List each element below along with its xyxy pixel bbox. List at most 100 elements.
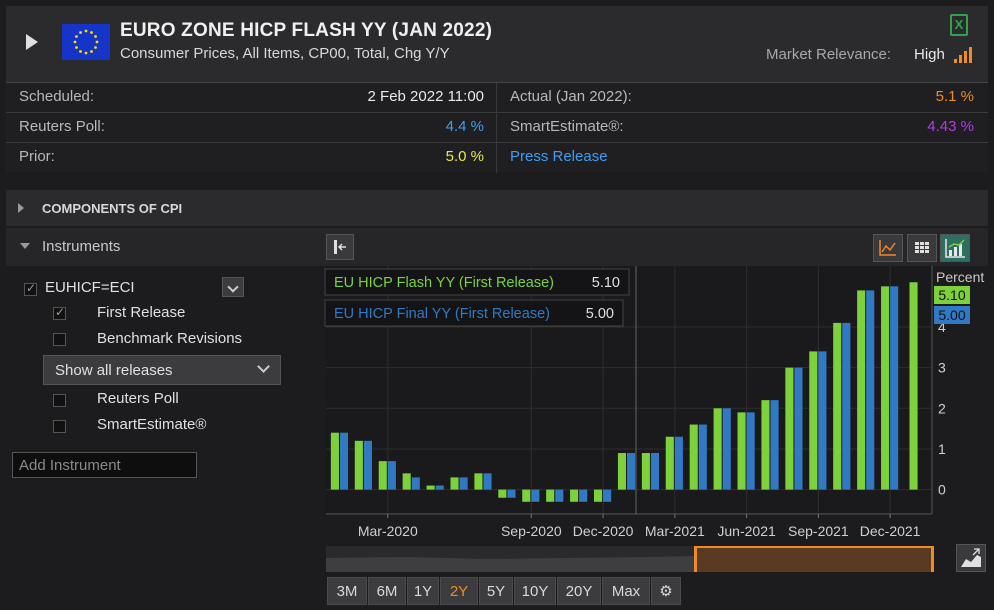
bar-first-release[interactable] <box>474 473 483 490</box>
bar-first-release[interactable] <box>713 408 722 490</box>
benchmark-revisions-checkbox[interactable] <box>53 333 66 346</box>
bar-final-release[interactable] <box>722 408 731 490</box>
bar-final-release[interactable] <box>818 351 827 490</box>
bar-first-release[interactable] <box>665 436 674 490</box>
expand-triangle-icon[interactable] <box>18 203 24 213</box>
bar-first-release[interactable] <box>881 286 890 490</box>
collapse-triangle-icon[interactable] <box>20 243 30 249</box>
bar-first-release[interactable] <box>426 485 435 490</box>
bar-final-release[interactable] <box>650 453 660 490</box>
bar-first-release[interactable] <box>737 412 746 490</box>
bar-final-release[interactable] <box>866 290 875 490</box>
bar-first-release[interactable] <box>354 440 363 490</box>
bar-chart-button[interactable] <box>940 234 970 262</box>
bar-final-release[interactable] <box>435 485 444 490</box>
eu-flag-icon <box>62 24 110 60</box>
reuters-poll-checkbox[interactable] <box>53 394 66 407</box>
bar-first-release[interactable] <box>330 432 339 490</box>
bar-first-release[interactable] <box>857 290 866 490</box>
bar-first-release[interactable] <box>785 367 794 490</box>
bar-first-release[interactable] <box>617 453 626 490</box>
bar-first-release[interactable] <box>450 477 459 490</box>
bar-first-release[interactable] <box>809 351 818 490</box>
range-button-10y[interactable]: 10Y <box>514 577 556 605</box>
grid-icon <box>915 242 929 253</box>
first-release-checkbox[interactable] <box>53 305 66 320</box>
x-tick-label: Sep-2020 <box>501 523 562 539</box>
smart-estimate-checkbox[interactable] <box>53 420 66 433</box>
bar-first-release[interactable] <box>378 461 387 490</box>
info-row-prior: Prior: 5.0 % Press Release <box>6 143 988 173</box>
chart-area[interactable]: 0 1 2 3 4 Mar-2020 Sep-2020 Dec-2020 Mar-2021 Jun… <box>324 266 994 546</box>
y-tick-label: 1 <box>938 441 946 457</box>
navigator-left-handle[interactable] <box>694 546 697 572</box>
bar-final-release[interactable] <box>579 489 588 502</box>
bar-first-release[interactable] <box>641 453 650 490</box>
show-releases-select[interactable]: Show all releases <box>43 355 281 385</box>
x-tick-label: Dec-2020 <box>573 523 634 539</box>
range-button-5y[interactable]: 5Y <box>479 577 513 605</box>
bar-final-release[interactable] <box>603 489 612 502</box>
bar-final-release[interactable] <box>674 436 683 490</box>
range-button-2y[interactable]: 2Y <box>440 577 478 605</box>
legend-box[interactable] <box>324 299 624 327</box>
bar-final-release[interactable] <box>483 473 492 490</box>
bar-final-release[interactable] <box>627 453 636 490</box>
bar-final-release[interactable] <box>555 489 564 502</box>
range-settings-gear-icon[interactable]: ⚙ <box>651 577 681 605</box>
instrument-dropdown[interactable] <box>222 277 244 297</box>
bar-final-release[interactable] <box>387 461 396 490</box>
range-button-1y[interactable]: 1Y <box>407 577 439 605</box>
range-button-max[interactable]: Max <box>602 577 650 605</box>
event-subtitle: Consumer Prices, All Items, CP00, Total,… <box>120 45 450 62</box>
bar-first-release[interactable] <box>402 473 411 490</box>
components-of-cpi-section[interactable]: COMPONENTS OF CPI <box>6 190 988 226</box>
bar-final-release[interactable] <box>770 400 779 490</box>
bar-final-release[interactable] <box>531 489 540 502</box>
add-instrument-input[interactable] <box>12 452 197 478</box>
bar-first-release[interactable] <box>546 489 555 502</box>
bar-first-release[interactable] <box>498 489 507 498</box>
bar-first-release[interactable] <box>689 424 698 490</box>
navigator-zoom-button[interactable] <box>956 544 986 572</box>
bar-final-release[interactable] <box>411 477 420 490</box>
range-button-6m[interactable]: 6M <box>368 577 406 605</box>
x-tick-label: Jun-2021 <box>717 523 776 539</box>
excel-export-icon[interactable]: X <box>950 14 968 36</box>
flag-star <box>73 40 77 44</box>
hicp-bar-chart[interactable]: 0 1 2 3 4 Mar-2020 Sep-2020 Dec-2020 Mar-2021 Jun… <box>324 266 994 546</box>
bar-first-release[interactable] <box>570 489 579 502</box>
bar-final-release[interactable] <box>794 367 803 490</box>
line-chart-button[interactable] <box>873 234 903 262</box>
navigator-selection[interactable] <box>696 546 934 572</box>
bar-final-release[interactable] <box>842 322 851 490</box>
bar-final-release[interactable] <box>363 440 372 490</box>
bar-first-release[interactable] <box>761 400 770 490</box>
smart-estimate-label: SmartEstimate®: <box>510 118 624 135</box>
legend-box[interactable] <box>324 268 630 296</box>
bar-final-release[interactable] <box>698 424 707 490</box>
expand-play-icon[interactable] <box>26 34 38 50</box>
bar-final-release[interactable] <box>890 286 899 490</box>
range-button-3m[interactable]: 3M <box>327 577 367 605</box>
collapse-panel-button[interactable] <box>326 234 354 260</box>
bar-first-release[interactable] <box>593 489 603 502</box>
market-relevance-value: High <box>914 46 945 63</box>
bar-first-release[interactable] <box>909 282 918 490</box>
instrument-checkbox[interactable] <box>24 281 37 296</box>
table-view-button[interactable] <box>907 234 937 262</box>
show-releases-value: Show all releases <box>55 362 173 379</box>
bar-final-release[interactable] <box>339 432 349 490</box>
bar-first-release[interactable] <box>833 322 842 490</box>
event-header: EURO ZONE HICP FLASH YY (JAN 2022) Consu… <box>6 6 988 82</box>
smart-estimate-value: 4.43 % <box>927 118 974 135</box>
benchmark-revisions-label: Benchmark Revisions <box>97 330 243 347</box>
press-release-link[interactable]: Press Release <box>510 148 608 165</box>
navigator-right-handle[interactable] <box>931 546 934 572</box>
bar-final-release[interactable] <box>459 477 468 490</box>
bar-first-release[interactable] <box>522 489 531 502</box>
range-button-20y[interactable]: 20Y <box>557 577 601 605</box>
bar-final-release[interactable] <box>507 489 516 498</box>
flag-star <box>94 46 97 49</box>
bar-final-release[interactable] <box>746 412 755 490</box>
